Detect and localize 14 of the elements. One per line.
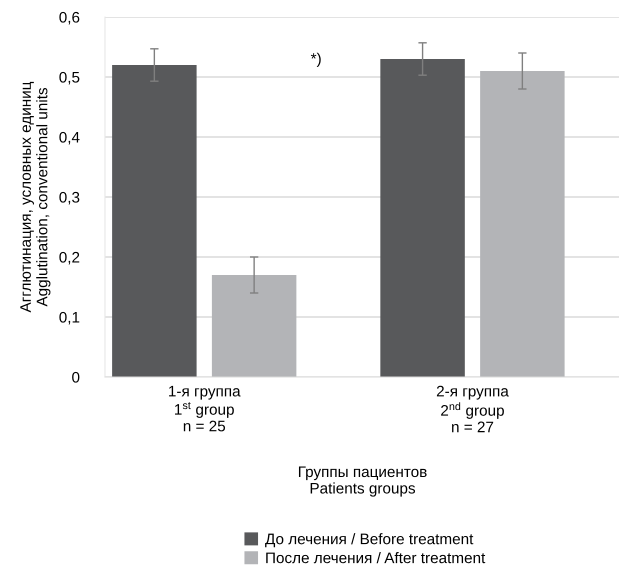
y-tick-label: 0,1 — [59, 312, 80, 324]
legend-label: После лечения / After treatment — [266, 552, 486, 564]
y-tick-label: 0,6 — [59, 12, 80, 24]
y-axis-title: Агглютинация, условных единиц Agglutination, conventional units — [20, 82, 50, 312]
y-tick-label: 0,4 — [59, 132, 80, 144]
legend-label: До лечения / Before treatment — [265, 533, 474, 548]
y-tick-label: 0,2 — [59, 252, 80, 264]
x-axis-title: Группы пациентов Patients groups — [298, 466, 427, 497]
y-tick-label: 0 — [72, 372, 80, 383]
x-tick-label: 1-я группа 1$^{st}$ group n = 25 — [169, 386, 241, 432]
y-tick-label: 0,5 — [59, 72, 80, 84]
y-tick-label: 0,3 — [59, 192, 80, 204]
x-tick-label: 2-я группа 2$^{nd}$ group n = 27 — [436, 386, 509, 432]
annotation: *) — [310, 52, 321, 67]
